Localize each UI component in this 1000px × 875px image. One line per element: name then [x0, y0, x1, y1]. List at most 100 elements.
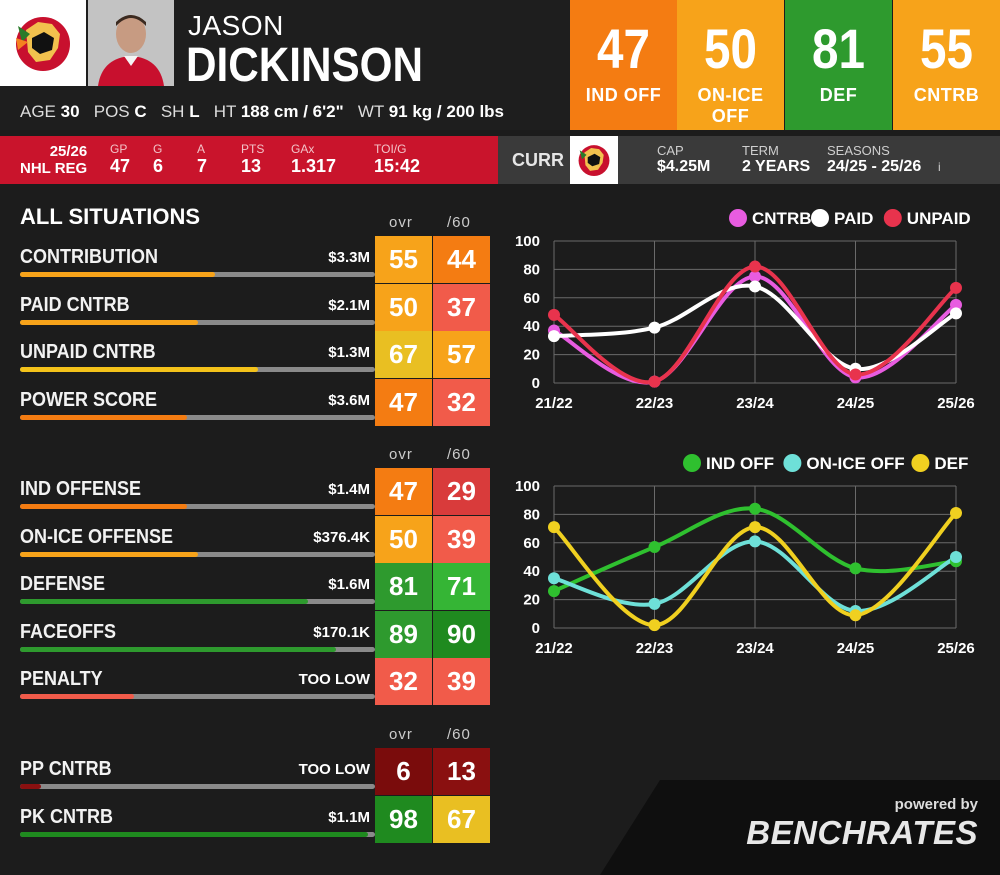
y-tick-label: 80 [523, 506, 540, 523]
metric-row-power-score: POWER SCORE $3.6M 47 32 [20, 378, 490, 426]
metric-name: PK CNTRB [20, 805, 114, 828]
metric-per60: 13 [433, 748, 490, 795]
stat-header: GAx [291, 142, 315, 156]
data-point [950, 551, 962, 563]
x-tick-label: 25/26 [937, 395, 975, 412]
metric-bar-track [20, 551, 375, 557]
metric-value: $1.6M [328, 576, 370, 593]
contract-header: SEASONS [827, 143, 890, 158]
metric-bar-track [20, 831, 375, 837]
legend-label: PAID [834, 209, 873, 228]
curr-label: CURR [512, 150, 564, 170]
legend-swatch [811, 209, 829, 227]
metric-bar-fill [20, 367, 258, 372]
rating-label: ON-ICE OFF [697, 85, 764, 126]
shoots-label: SH [160, 102, 185, 121]
metric-ovr: 50 [375, 283, 432, 331]
season-label: 25/26 NHL REG [20, 143, 87, 177]
stat-header: GP [110, 142, 128, 156]
data-point [950, 506, 962, 519]
metric-value: $3.3M [328, 249, 370, 266]
data-point [548, 330, 560, 343]
rating-label: CNTRB [913, 85, 980, 105]
ovr-header: ovr [389, 214, 413, 231]
legend-swatch [783, 454, 802, 472]
height-label: HT [213, 102, 237, 121]
metric-name: PAID CNTRB [20, 293, 130, 316]
metric-name: FACEOFFS [20, 620, 117, 643]
legend-label: IND OFF [706, 454, 774, 473]
ovr-header: ovr [389, 726, 413, 743]
weight-value: 91 kg / 200 lbs [388, 102, 505, 121]
legend-swatch [883, 209, 902, 227]
metric-bar-track [20, 504, 375, 509]
section-title: ALL SITUATIONS [20, 204, 201, 229]
curr-team-logo [570, 136, 618, 184]
x-tick-label: 24/25 [837, 395, 875, 412]
branding-footer: powered by BENCHRATES [600, 780, 1000, 875]
y-tick-label: 80 [523, 261, 540, 278]
metric-ovr: 6 [375, 748, 432, 795]
metric-bar-fill [20, 784, 42, 789]
height-value: 188 cm / 6'2" [240, 102, 344, 121]
age-value: 30 [60, 102, 80, 121]
age-label: AGE [20, 102, 56, 121]
player-last-name: DICKINSON [186, 39, 424, 92]
y-tick-label: 60 [523, 535, 540, 552]
metric-row-pk-cntrb: PK CNTRB $1.1M 98 67 [20, 795, 490, 843]
metric-ovr: 89 [375, 610, 432, 658]
metric-name: ON-ICE OFFENSE [20, 525, 174, 548]
metric-value: $170.1K [313, 623, 370, 641]
y-tick-label: 20 [523, 592, 540, 609]
season-value: 25/26 [49, 143, 88, 160]
metric-per60: 67 [433, 795, 490, 843]
y-tick-label: 40 [523, 318, 540, 335]
stat-toi: TOI/G 15:42 [374, 142, 420, 177]
rating-label: DEF [819, 85, 858, 105]
metric-bar-fill [20, 551, 198, 557]
metric-per60: 57 [433, 331, 490, 378]
info-icon[interactable]: i [938, 160, 941, 174]
metric-row-pp-cntrb: PP CNTRB TOO LOW 6 13 [20, 748, 490, 795]
metric-name: PP CNTRB [20, 758, 112, 780]
metric-row-penalty: PENALTY TOO LOW 32 39 [20, 658, 490, 705]
blackhawks-logo-icon [578, 145, 610, 176]
brand-logo: BENCHRATES [746, 814, 978, 851]
metric-value: TOO LOW [298, 761, 370, 778]
metric-bar-track [20, 599, 375, 604]
x-tick-label: 24/25 [837, 640, 875, 657]
metric-bar-fill [20, 831, 368, 837]
contract-header: TERM [742, 143, 779, 158]
contract-term: TERM 2 YEARS [742, 143, 810, 176]
metric-ovr: 32 [375, 658, 432, 705]
metric-value: $376.4K [313, 528, 370, 546]
metric-name: IND OFFENSE [20, 478, 142, 500]
metric-value: TOO LOW [298, 671, 370, 688]
contract-value: $4.25M [657, 158, 711, 175]
pos-value: C [134, 102, 147, 121]
charts-panel: UNPAID PAID CNTRB 0 20 40 60 80 100 21/22 22/23 23/… [500, 190, 1000, 790]
data-point [548, 521, 560, 534]
legend-label: UNPAID [907, 209, 971, 228]
data-point [749, 521, 761, 534]
stat-header: PTS [241, 142, 265, 156]
data-point [749, 270, 761, 283]
metric-row-contribution: CONTRIBUTION $3.3M 55 44 [20, 236, 490, 283]
rating-tile-cntrb: 55 CNTRB [893, 0, 1000, 130]
player-first-name: JASON [188, 10, 284, 41]
metric-per60: 37 [433, 283, 490, 331]
pos-label: POS [93, 102, 130, 121]
data-point [548, 308, 560, 321]
metric-ovr: 98 [375, 795, 432, 843]
metric-bar-fill [20, 694, 134, 699]
rating-tile-ind-off: 47 IND OFF [570, 0, 677, 130]
metric-per60: 39 [433, 515, 490, 563]
y-tick-label: 100 [515, 478, 540, 495]
metric-ovr: 67 [375, 331, 432, 378]
rating-label: IND OFF [585, 85, 662, 105]
blackhawks-logo-icon [16, 17, 70, 71]
metric-row-on-ice-offense: ON-ICE OFFENSE $376.4K 50 39 [20, 515, 490, 563]
x-tick-label: 21/22 [535, 640, 573, 657]
rating-tile-on-ice-off: 50 ON-ICE OFF [677, 0, 784, 130]
